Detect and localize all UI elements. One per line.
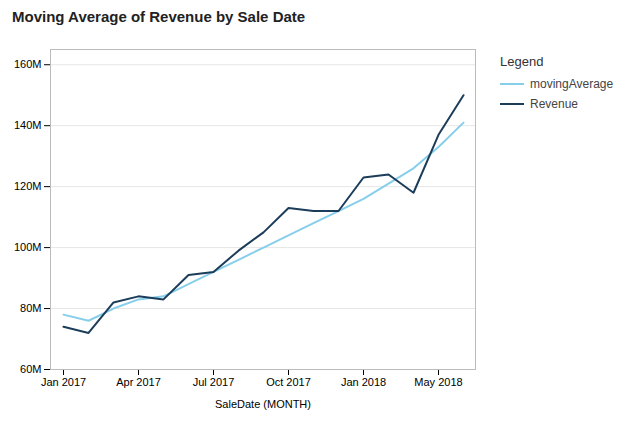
svg-text:Apr 2017: Apr 2017 (116, 376, 161, 388)
svg-text:120M: 120M (14, 180, 42, 192)
svg-text:Jan 2017: Jan 2017 (41, 376, 86, 388)
svg-text:100M: 100M (14, 241, 42, 253)
html-text:Moving Average of Revenue by S: Moving Average of Revenue by Sale Date (12, 8, 306, 25)
svg-text:Oct 2017: Oct 2017 (266, 376, 311, 388)
svg-text:SaleDate (MONTH): SaleDate (MONTH) (215, 398, 311, 410)
html-text:Legend: Legend (500, 54, 544, 69)
svg-text:140M: 140M (14, 119, 42, 131)
svg-text:May 2018: May 2018 (414, 376, 462, 388)
svg-text:Jul 2017: Jul 2017 (193, 376, 235, 388)
svg-text:60M: 60M (20, 363, 41, 375)
html-text:Revenue: Revenue (530, 97, 578, 111)
svg-text:80M: 80M (20, 302, 41, 314)
svg-text:160M: 160M (14, 58, 42, 70)
svg-text:Jan 2018: Jan 2018 (341, 376, 386, 388)
html-text:movingAverage: movingAverage (530, 77, 614, 91)
